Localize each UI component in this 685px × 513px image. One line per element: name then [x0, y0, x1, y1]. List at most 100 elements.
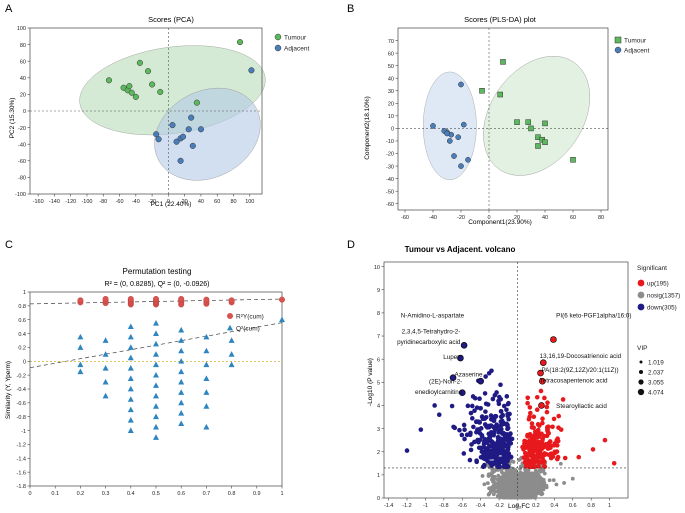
y-tick-label: -30 — [386, 164, 394, 170]
y-tick-label: 80 — [20, 43, 26, 49]
point-down — [501, 464, 507, 470]
point-q2 — [178, 368, 185, 375]
y-tick-label: 7 — [377, 334, 380, 340]
point-adjacent — [189, 142, 196, 149]
point-up — [535, 464, 541, 469]
vip-legend-marker — [638, 379, 644, 385]
point-nosig — [493, 489, 498, 494]
x-tick-label: 0 — [28, 491, 31, 497]
point-down — [500, 412, 505, 418]
vip-legend-marker — [638, 369, 644, 375]
point-up — [525, 400, 530, 406]
point-nosig — [499, 470, 504, 475]
point-nosig — [487, 492, 492, 496]
y-tick-label: -60 — [18, 159, 26, 165]
y-tick-label: 100 — [17, 26, 26, 32]
legend-marker-tumour — [614, 36, 622, 44]
y-tick-label: 10 — [388, 114, 394, 120]
annotation-label: (2E)-Non-2- — [429, 378, 462, 385]
point-nosig — [526, 472, 531, 477]
point-up — [529, 425, 535, 430]
point-up — [527, 405, 533, 410]
panel-d-ylabel: -Log10 (P value) — [367, 358, 374, 406]
legend-label-r2: R²Y(cum) — [236, 314, 264, 321]
plsda-ellipse-tumour — [483, 55, 591, 176]
point-nosig — [482, 482, 487, 487]
y-tick-label: 0.4 — [18, 332, 26, 338]
y-tick-label: -1.2 — [17, 443, 26, 449]
point-down — [504, 394, 510, 399]
point-nosig — [558, 461, 563, 466]
y-tick-label: 10 — [374, 265, 380, 271]
point-q2 — [153, 423, 159, 430]
point-nosig — [520, 481, 525, 486]
point-down — [468, 410, 474, 416]
panel-d-label: D — [347, 239, 355, 251]
point-q2 — [127, 333, 134, 340]
point-nosig — [480, 474, 485, 478]
y-tick-label: 70 — [388, 39, 394, 45]
point-down — [498, 409, 504, 414]
point-q2 — [178, 358, 185, 364]
x-tick-label: 100 — [245, 199, 254, 205]
point-nosig — [502, 495, 507, 500]
y-tick-label: 20 — [20, 93, 26, 99]
point-q2 — [178, 389, 185, 395]
point-tumour — [193, 99, 200, 106]
point-up — [544, 409, 550, 415]
highlight-point-up — [550, 336, 557, 343]
point-up — [532, 429, 538, 435]
legend-label-tumour: Tumour — [624, 38, 647, 45]
legend-label-tumour: Tumour — [284, 35, 307, 42]
point-nosig — [536, 476, 540, 480]
point-down — [488, 433, 493, 439]
x-tick-label: -1.2 — [402, 503, 411, 509]
point-nosig — [531, 474, 536, 479]
x-tick-label: -40 — [429, 215, 437, 221]
y-tick-label: -40 — [386, 177, 394, 183]
point-nosig — [511, 495, 516, 500]
point-tumour — [525, 119, 531, 125]
highlight-point-up — [539, 359, 547, 366]
point-up — [545, 427, 550, 432]
y-tick-label: 30 — [388, 89, 394, 95]
panel-d: D Tumour vs Adjacent. volcano -1.4 -1.2 -1… — [347, 239, 680, 510]
point-up — [527, 448, 532, 454]
point-nosig — [509, 478, 514, 483]
point-down — [418, 427, 424, 432]
point-adjacent — [430, 123, 436, 129]
point-nosig — [570, 476, 575, 481]
y-tick-label: -80 — [18, 176, 26, 182]
point-up — [554, 443, 560, 448]
x-tick-label: -60 — [401, 215, 409, 221]
point-down — [498, 396, 504, 402]
x-tick-label: 0.9 — [253, 491, 261, 497]
point-adjacent — [179, 133, 187, 140]
point-down — [476, 419, 481, 424]
point-up — [551, 416, 557, 422]
point-down — [486, 444, 491, 450]
x-tick-label: -0.6 — [458, 503, 467, 509]
point-nosig — [491, 492, 496, 497]
point-adjacent — [188, 114, 195, 121]
point-up — [560, 397, 566, 402]
highlight-point-up — [538, 402, 545, 409]
point-down — [496, 443, 502, 449]
legend-marker — [637, 279, 645, 287]
x-tick-label: 80 — [598, 215, 604, 221]
point-adjacent — [155, 136, 162, 143]
y-tick-label: 0.2 — [18, 346, 26, 352]
point-down — [492, 392, 498, 398]
point-adjacent — [444, 130, 450, 137]
x-tick-label: 0.1 — [51, 491, 59, 497]
legend-label: up(195) — [647, 280, 669, 287]
x-tick-label: -140 — [49, 199, 60, 205]
point-nosig — [507, 490, 512, 495]
point-q2 — [77, 333, 84, 340]
x-tick-label: 80 — [230, 199, 236, 205]
y-tick-label: -100 — [15, 192, 26, 198]
panel-a-xlabel: PC1 (22.40%) — [151, 201, 192, 208]
point-adjacent — [446, 138, 453, 144]
point-down — [436, 412, 442, 418]
legend-label-adjacent: Adjacent — [624, 48, 649, 55]
